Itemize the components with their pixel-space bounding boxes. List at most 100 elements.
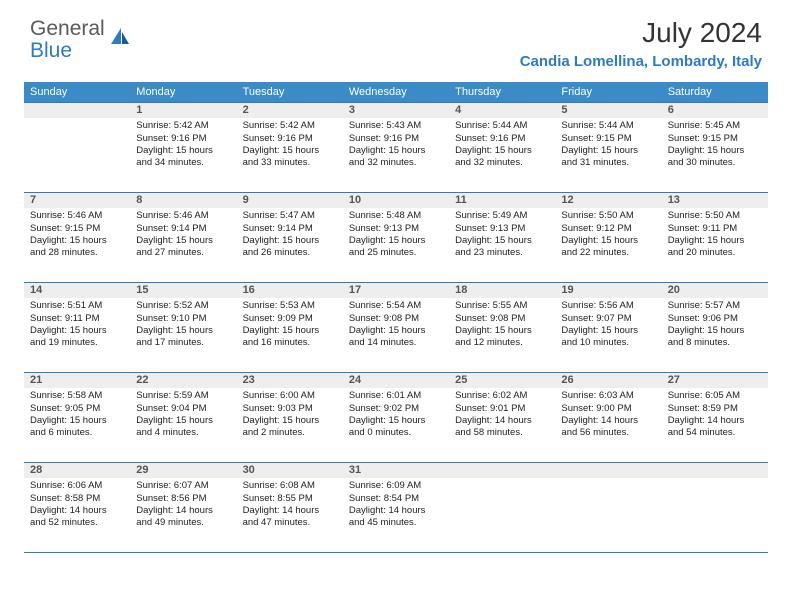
daynum-cell: 24 — [343, 372, 449, 388]
sunrise: Sunrise: 6:08 AM — [243, 480, 337, 492]
day-body: Sunrise: 5:53 AMSunset: 9:09 PMDaylight:… — [237, 298, 343, 353]
daynum-cell — [662, 462, 768, 478]
sunrise: Sunrise: 5:44 AM — [561, 120, 655, 132]
daylight: Daylight: 15 hours and 19 minutes. — [30, 325, 124, 350]
day-body: Sunrise: 5:54 AMSunset: 9:08 PMDaylight:… — [343, 298, 449, 353]
sunset: Sunset: 9:04 PM — [136, 403, 230, 415]
daylight: Daylight: 14 hours and 45 minutes. — [349, 505, 443, 530]
day-cell — [449, 478, 555, 552]
daylight: Daylight: 15 hours and 16 minutes. — [243, 325, 337, 350]
day-cell: Sunrise: 6:05 AMSunset: 8:59 PMDaylight:… — [662, 388, 768, 462]
sunset: Sunset: 8:58 PM — [30, 493, 124, 505]
week-row: Sunrise: 5:58 AMSunset: 9:05 PMDaylight:… — [24, 388, 768, 462]
day-body: Sunrise: 5:49 AMSunset: 9:13 PMDaylight:… — [449, 208, 555, 263]
sunset: Sunset: 8:59 PM — [668, 403, 762, 415]
sunrise: Sunrise: 5:59 AM — [136, 390, 230, 402]
daynum-cell — [24, 102, 130, 118]
daynum-cell: 28 — [24, 462, 130, 478]
daylight: Daylight: 15 hours and 8 minutes. — [668, 325, 762, 350]
daynum-cell: 13 — [662, 192, 768, 208]
sunset: Sunset: 8:56 PM — [136, 493, 230, 505]
day-cell: Sunrise: 6:00 AMSunset: 9:03 PMDaylight:… — [237, 388, 343, 462]
sunset: Sunset: 9:00 PM — [561, 403, 655, 415]
day-number: 5 — [555, 103, 661, 117]
daylight: Daylight: 14 hours and 49 minutes. — [136, 505, 230, 530]
sunset: Sunset: 9:16 PM — [455, 133, 549, 145]
daylight: Daylight: 15 hours and 0 minutes. — [349, 415, 443, 440]
day-cell: Sunrise: 6:08 AMSunset: 8:55 PMDaylight:… — [237, 478, 343, 552]
daylight: Daylight: 14 hours and 58 minutes. — [455, 415, 549, 440]
daynum-cell: 7 — [24, 192, 130, 208]
daylight: Daylight: 15 hours and 26 minutes. — [243, 235, 337, 260]
sunrise: Sunrise: 6:02 AM — [455, 390, 549, 402]
sunrise: Sunrise: 5:44 AM — [455, 120, 549, 132]
sunrise: Sunrise: 6:09 AM — [349, 480, 443, 492]
sunset: Sunset: 9:16 PM — [136, 133, 230, 145]
daynum-cell: 10 — [343, 192, 449, 208]
day-number: 17 — [343, 283, 449, 297]
daylight: Daylight: 14 hours and 52 minutes. — [30, 505, 124, 530]
sunrise: Sunrise: 6:03 AM — [561, 390, 655, 402]
header: General Blue July 2024 Candia Lomellina,… — [0, 0, 792, 74]
sunset: Sunset: 9:13 PM — [349, 223, 443, 235]
daynum-cell: 26 — [555, 372, 661, 388]
day-cell: Sunrise: 5:54 AMSunset: 9:08 PMDaylight:… — [343, 298, 449, 372]
day-number: 3 — [343, 103, 449, 117]
sunrise: Sunrise: 6:05 AM — [668, 390, 762, 402]
day-body: Sunrise: 5:46 AMSunset: 9:15 PMDaylight:… — [24, 208, 130, 263]
day-header: Thursday — [449, 82, 555, 103]
day-number: 18 — [449, 283, 555, 297]
daynum-cell: 19 — [555, 282, 661, 298]
sunset: Sunset: 9:14 PM — [243, 223, 337, 235]
sunset: Sunset: 9:16 PM — [243, 133, 337, 145]
daynum-cell: 27 — [662, 372, 768, 388]
sunset: Sunset: 9:15 PM — [561, 133, 655, 145]
day-number: 28 — [24, 463, 130, 477]
sunset: Sunset: 9:08 PM — [349, 313, 443, 325]
day-header-row: SundayMondayTuesdayWednesdayThursdayFrid… — [24, 82, 768, 103]
daylight: Daylight: 14 hours and 56 minutes. — [561, 415, 655, 440]
day-cell: Sunrise: 5:50 AMSunset: 9:12 PMDaylight:… — [555, 208, 661, 282]
day-header: Saturday — [662, 82, 768, 103]
logo-part2: Blue — [30, 39, 72, 62]
day-number: 11 — [449, 193, 555, 207]
daynum-cell: 6 — [662, 102, 768, 118]
day-body: Sunrise: 5:47 AMSunset: 9:14 PMDaylight:… — [237, 208, 343, 263]
daylight: Daylight: 15 hours and 4 minutes. — [136, 415, 230, 440]
day-number: 10 — [343, 193, 449, 207]
daynum-cell: 30 — [237, 462, 343, 478]
daynum-cell: 3 — [343, 102, 449, 118]
day-header: Monday — [130, 82, 236, 103]
daynum-cell: 12 — [555, 192, 661, 208]
day-body: Sunrise: 5:43 AMSunset: 9:16 PMDaylight:… — [343, 118, 449, 173]
day-body: Sunrise: 6:07 AMSunset: 8:56 PMDaylight:… — [130, 478, 236, 533]
day-body: Sunrise: 6:09 AMSunset: 8:54 PMDaylight:… — [343, 478, 449, 533]
sunrise: Sunrise: 5:50 AM — [668, 210, 762, 222]
daylight: Daylight: 15 hours and 2 minutes. — [243, 415, 337, 440]
week-row: Sunrise: 5:42 AMSunset: 9:16 PMDaylight:… — [24, 118, 768, 192]
logo: General Blue — [30, 18, 131, 62]
day-number: 23 — [237, 373, 343, 387]
daynum-cell: 29 — [130, 462, 236, 478]
day-body: Sunrise: 6:05 AMSunset: 8:59 PMDaylight:… — [662, 388, 768, 443]
daynum-cell: 9 — [237, 192, 343, 208]
day-cell: Sunrise: 5:45 AMSunset: 9:15 PMDaylight:… — [662, 118, 768, 192]
daynum-row: 123456 — [24, 102, 768, 118]
day-number: 15 — [130, 283, 236, 297]
week-row: Sunrise: 5:46 AMSunset: 9:15 PMDaylight:… — [24, 208, 768, 282]
day-cell: Sunrise: 5:49 AMSunset: 9:13 PMDaylight:… — [449, 208, 555, 282]
day-number: 1 — [130, 103, 236, 117]
daylight: Daylight: 15 hours and 20 minutes. — [668, 235, 762, 260]
day-cell: Sunrise: 5:53 AMSunset: 9:09 PMDaylight:… — [237, 298, 343, 372]
day-cell: Sunrise: 5:44 AMSunset: 9:16 PMDaylight:… — [449, 118, 555, 192]
day-cell: Sunrise: 5:42 AMSunset: 9:16 PMDaylight:… — [130, 118, 236, 192]
sunrise: Sunrise: 5:56 AM — [561, 300, 655, 312]
day-number: 19 — [555, 283, 661, 297]
daylight: Daylight: 15 hours and 10 minutes. — [561, 325, 655, 350]
day-body: Sunrise: 5:52 AMSunset: 9:10 PMDaylight:… — [130, 298, 236, 353]
daynum-cell: 20 — [662, 282, 768, 298]
day-cell: Sunrise: 5:44 AMSunset: 9:15 PMDaylight:… — [555, 118, 661, 192]
sunrise: Sunrise: 5:48 AM — [349, 210, 443, 222]
day-body: Sunrise: 5:44 AMSunset: 9:15 PMDaylight:… — [555, 118, 661, 173]
day-number: 30 — [237, 463, 343, 477]
